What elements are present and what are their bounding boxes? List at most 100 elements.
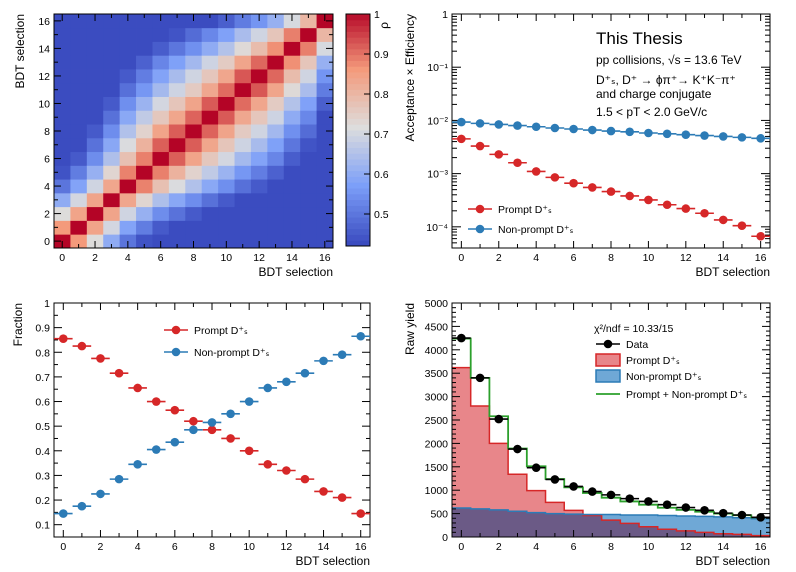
heatmap-cell — [86, 27, 104, 42]
nonprompt-point — [531, 122, 541, 132]
heatmap-cell — [250, 110, 268, 125]
heatmap-cell — [86, 82, 104, 97]
x-tick-label: 10 — [643, 252, 655, 264]
heatmap-cell — [218, 69, 235, 84]
prompt-point — [300, 474, 310, 484]
prompt-histogram-line — [452, 366, 770, 537]
heatmap-cell — [300, 179, 317, 194]
heatmap-cell — [136, 14, 153, 29]
heatmap-cell — [185, 137, 203, 153]
prompt-point — [550, 173, 560, 182]
heatmap-cell — [283, 69, 301, 84]
nonprompt-point — [644, 128, 653, 138]
heatmap-cell — [152, 179, 170, 194]
colorbar-segment — [346, 141, 370, 148]
heatmap-cell — [267, 192, 285, 208]
legend-nonprompt-label: Non-prompt D⁺ₛ — [626, 371, 701, 383]
heatmap-cell — [136, 124, 153, 139]
heatmap-cell — [168, 151, 186, 166]
nonprompt-point — [356, 331, 366, 341]
heatmap-cell — [185, 151, 203, 166]
y-tick-label: 3000 — [425, 392, 449, 404]
colorbar-segment — [346, 14, 370, 21]
colorbar-segment — [346, 170, 370, 177]
heatmap-cell — [201, 27, 219, 42]
heatmap-cell — [267, 137, 285, 153]
prompt-point — [151, 397, 161, 406]
heatmap-cell — [152, 137, 170, 153]
nonprompt-point — [718, 132, 728, 141]
heatmap-cell — [103, 234, 121, 249]
heatmap-cell — [267, 124, 285, 139]
data-point — [475, 373, 485, 383]
heatmap-cell — [300, 41, 317, 56]
heatmap-cell — [316, 179, 334, 194]
heatmap-cell — [300, 206, 317, 221]
y-tick-label: 0 — [442, 532, 448, 544]
y-tick-label: 14 — [38, 43, 50, 55]
prompt-point — [644, 195, 653, 205]
colorbar-segment — [346, 147, 370, 154]
heatmap-cell — [267, 220, 285, 235]
colorbar-segment — [346, 153, 370, 160]
y-tick-label: 10⁻⁴ — [426, 222, 448, 234]
heatmap-cell — [136, 55, 153, 70]
y-tick-label: 5000 — [425, 298, 449, 310]
heatmap-cell — [250, 151, 268, 166]
heatmap-cell — [316, 82, 334, 97]
colorbar-segment — [346, 176, 370, 183]
x-tick-label: 8 — [209, 541, 215, 553]
prompt-point — [170, 405, 180, 415]
colorbar-segment — [346, 199, 370, 206]
heatmap-cell — [119, 137, 137, 153]
x-tick-label: 2 — [496, 252, 502, 264]
heatmap-cell — [234, 69, 252, 84]
heatmap-cell — [136, 82, 153, 97]
heatmap-cell — [54, 69, 71, 84]
prompt-point — [700, 208, 709, 218]
y-tick-label: 0.4 — [35, 446, 50, 458]
heatmap-cell — [136, 110, 153, 125]
heatmap-cell — [250, 27, 268, 42]
colorbar-segment — [346, 31, 370, 38]
heatmap-cell — [70, 179, 88, 194]
heatmap-cell — [86, 137, 104, 153]
heatmap-cell — [119, 165, 137, 180]
heatmap-cell — [136, 69, 153, 84]
heatmap-cell — [234, 165, 252, 180]
heatmap-cell — [119, 206, 137, 221]
heatmap-cell — [218, 110, 235, 125]
heatmap-cell — [250, 220, 268, 235]
y-tick-label: 10⁻² — [427, 115, 448, 127]
heatmap-cell — [201, 124, 219, 139]
data-point — [569, 482, 578, 491]
header-pt-range: 1.5 < pT < 2.0 GeV/c — [596, 105, 707, 119]
heatmap-cell — [250, 96, 268, 111]
heatmap-cell — [283, 96, 301, 111]
heatmap-cell — [152, 96, 170, 111]
heatmap-cell — [201, 192, 219, 208]
nonprompt-point — [263, 383, 273, 393]
heatmap-cell — [283, 151, 301, 166]
heatmap-cell — [218, 192, 235, 208]
data-point — [587, 487, 597, 496]
heatmap-cell — [316, 55, 334, 70]
heatmap-cell — [201, 151, 219, 166]
heatmap-cell — [70, 124, 88, 139]
data-point — [737, 510, 747, 520]
x-tick-label: 14 — [717, 541, 729, 553]
x-tick-label: 16 — [755, 541, 767, 553]
heatmap-cell — [103, 179, 121, 194]
nonprompt-point — [282, 377, 291, 387]
heatmap-cell — [168, 179, 186, 194]
heatmap-cell — [70, 110, 88, 125]
heatmap-cell — [168, 234, 186, 249]
heatmap-cell — [185, 220, 203, 235]
heatmap-cell — [267, 82, 285, 97]
heatmap-cell — [152, 124, 170, 139]
heatmap-cell — [218, 220, 235, 235]
heatmap-cell — [70, 234, 88, 249]
x-tick-label: 8 — [191, 252, 197, 264]
heatmap-cell — [103, 124, 121, 139]
data-point — [457, 333, 466, 343]
